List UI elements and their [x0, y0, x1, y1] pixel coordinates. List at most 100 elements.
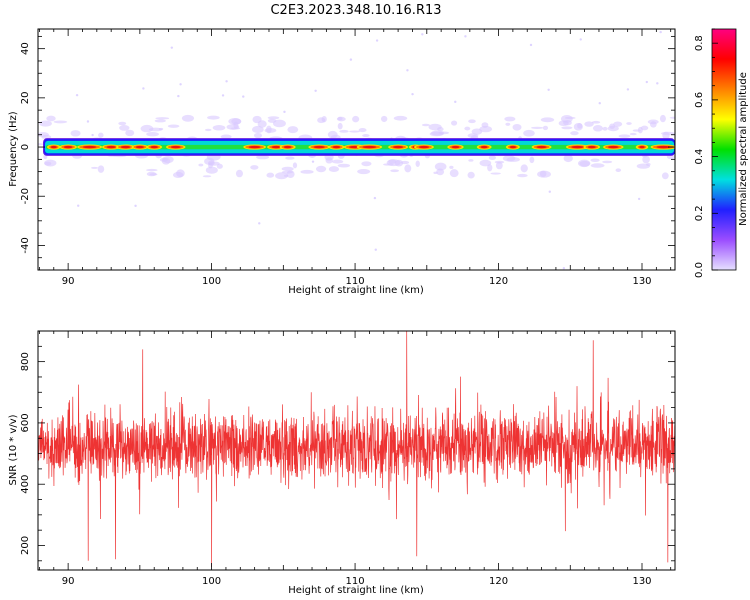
- heat-halo-cell: [471, 128, 483, 135]
- heat-band-red: [50, 145, 57, 149]
- snr-line-area: [38, 331, 675, 567]
- spectrogram-y-label: Frequency (Hz): [8, 111, 19, 187]
- snr-x-tick-label: 110: [346, 576, 365, 587]
- heat-halo-cell: [646, 163, 651, 166]
- heat-halo-cell: [266, 172, 275, 178]
- heat-speck: [464, 35, 467, 38]
- heat-halo-cell: [70, 130, 81, 137]
- heat-halo-cell: [198, 163, 204, 167]
- heat-halo-cell: [146, 171, 157, 177]
- snr-x-axis: 90 100 110 120 130: [39, 331, 672, 587]
- heat-halo-cell: [537, 170, 551, 178]
- heat-halo-cell: [629, 132, 637, 136]
- heat-halo-cell: [661, 131, 675, 136]
- heat-speck: [283, 110, 286, 114]
- heat-halo-cell: [90, 166, 99, 169]
- snr-x-tick-label: 130: [632, 576, 651, 587]
- spectrogram-frame: [37, 28, 676, 271]
- heat-halo-cell: [292, 162, 298, 169]
- heat-halo-cell: [590, 158, 600, 162]
- heat-band-red: [135, 145, 145, 149]
- heat-band-red: [248, 145, 261, 149]
- heat-halo-cell: [155, 117, 170, 120]
- heat-halo-cell: [451, 120, 458, 126]
- spectrogram-y-tick-label: -40: [20, 237, 31, 253]
- snr-frame: [37, 330, 676, 571]
- heat-halo-cell: [252, 115, 262, 124]
- heat-halo-cell: [542, 125, 549, 131]
- heat-halo-cell: [421, 123, 430, 127]
- heat-speck: [374, 248, 377, 251]
- heat-halo-cell: [393, 115, 408, 121]
- heat-speck: [258, 222, 261, 225]
- heat-band-red: [392, 145, 404, 149]
- heat-halo-cell: [479, 159, 492, 167]
- spectrogram-heatmap: [38, 30, 675, 270]
- heat-band-red: [480, 145, 488, 149]
- heat-speck: [311, 160, 315, 163]
- heat-halo-cell: [118, 121, 127, 126]
- heat-halo-cell: [253, 132, 262, 139]
- heat-halo-cell: [38, 132, 49, 138]
- heat-halo-cell: [202, 175, 212, 178]
- heat-halo-cell: [315, 165, 327, 173]
- heat-halo-cell: [272, 119, 286, 128]
- heat-halo-cell: [361, 161, 372, 167]
- heat-halo-cell: [626, 122, 632, 125]
- heat-halo-cell: [212, 125, 226, 131]
- heat-halo-cell: [97, 165, 105, 173]
- heat-halo-cell: [467, 171, 475, 179]
- heat-speck: [375, 39, 379, 42]
- heat-band-red: [418, 145, 430, 149]
- heat-halo-cell: [590, 163, 605, 168]
- colorbar-label: Normalized spectral amplitude: [738, 72, 749, 226]
- heat-speck: [547, 88, 550, 91]
- heat-band-red: [332, 145, 341, 149]
- colorbar-tick-label: 0.8: [694, 35, 705, 51]
- heat-speck: [225, 80, 228, 83]
- heat-speck: [637, 197, 641, 201]
- heat-speck: [177, 94, 180, 98]
- heat-speck: [645, 80, 649, 84]
- heat-halo-cell: [394, 159, 404, 167]
- colorbar-gradient: [712, 29, 736, 270]
- heat-halo-cell: [591, 120, 601, 124]
- heat-speck: [170, 46, 174, 49]
- heat-halo-cell: [512, 123, 522, 131]
- heat-band-red: [607, 145, 619, 149]
- colorbar: 0.0 0.2 0.4 0.6 0.8 Normalized spectral ampl…: [694, 28, 749, 278]
- heat-halo-cell: [584, 121, 594, 127]
- heat-speck: [142, 87, 145, 90]
- heat-halo-cell: [502, 155, 516, 162]
- spectrogram-y-tick-label: 40: [20, 42, 31, 55]
- heat-halo-cell: [266, 125, 272, 134]
- heat-halo-cell: [154, 119, 166, 123]
- heat-halo-cell: [640, 125, 649, 131]
- heat-halo-cell: [119, 125, 130, 131]
- heat-halo-cell: [669, 116, 675, 119]
- spectrogram-x-label: Height of straight line (km): [288, 285, 424, 296]
- spectrogram-panel: 90 100 110 120 130 -40 -20 0 20 40 Height of str…: [8, 28, 676, 296]
- heat-speck: [86, 120, 90, 123]
- colorbar-tick-label: 0.2: [694, 205, 705, 221]
- heat-halo-cell: [125, 129, 135, 137]
- colorbar-tick-label: 0.0: [694, 262, 705, 278]
- heat-halo-cell: [488, 155, 496, 160]
- heat-halo-cell: [602, 160, 613, 164]
- heat-halo-cell: [468, 119, 476, 124]
- heat-band-red: [587, 145, 596, 149]
- spectrogram-x-tick-label: 130: [632, 276, 651, 287]
- heat-halo-cell: [339, 129, 349, 133]
- colorbar-ticks: 0.0 0.2 0.4 0.6 0.8: [694, 28, 718, 278]
- heat-band-red: [170, 145, 181, 149]
- heat-halo-cell: [592, 124, 603, 132]
- heat-halo-cell: [98, 132, 104, 138]
- heat-halo-cell: [205, 166, 218, 174]
- heat-band-red: [283, 145, 292, 149]
- heat-halo-cell: [479, 125, 493, 133]
- heat-band-red: [63, 145, 73, 149]
- heat-halo-cell: [250, 165, 259, 170]
- heat-band-red: [571, 145, 584, 149]
- heat-speck: [75, 93, 79, 97]
